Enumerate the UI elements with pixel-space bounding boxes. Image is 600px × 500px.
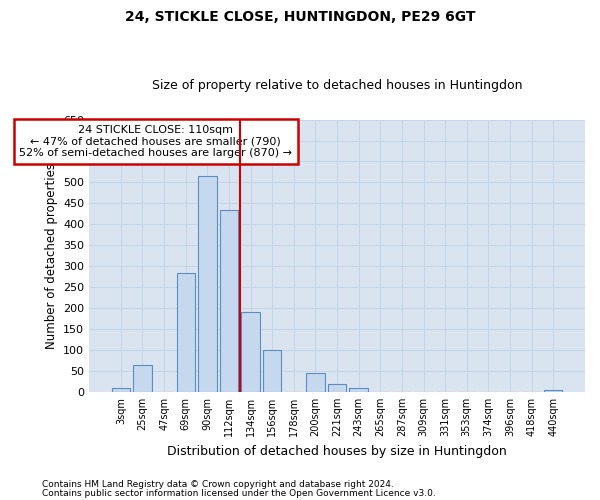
Y-axis label: Number of detached properties: Number of detached properties [44, 162, 58, 348]
Bar [328, 384, 346, 392]
Title: Size of property relative to detached houses in Huntingdon: Size of property relative to detached ho… [152, 79, 523, 92]
Bar [544, 390, 562, 392]
Text: 24, STICKLE CLOSE, HUNTINGDON, PE29 6GT: 24, STICKLE CLOSE, HUNTINGDON, PE29 6GT [125, 10, 475, 24]
Text: 24 STICKLE CLOSE: 110sqm
← 47% of detached houses are smaller (790)
52% of semi-: 24 STICKLE CLOSE: 110sqm ← 47% of detach… [19, 125, 292, 158]
Bar [220, 210, 238, 392]
Bar [176, 272, 195, 392]
Text: Contains public sector information licensed under the Open Government Licence v3: Contains public sector information licen… [42, 488, 436, 498]
Bar [133, 364, 152, 392]
X-axis label: Distribution of detached houses by size in Huntingdon: Distribution of detached houses by size … [167, 444, 507, 458]
Text: Contains HM Land Registry data © Crown copyright and database right 2024.: Contains HM Land Registry data © Crown c… [42, 480, 394, 489]
Bar [263, 350, 281, 392]
Bar [198, 176, 217, 392]
Bar [112, 388, 130, 392]
Bar [306, 373, 325, 392]
Bar [349, 388, 368, 392]
Bar [241, 312, 260, 392]
